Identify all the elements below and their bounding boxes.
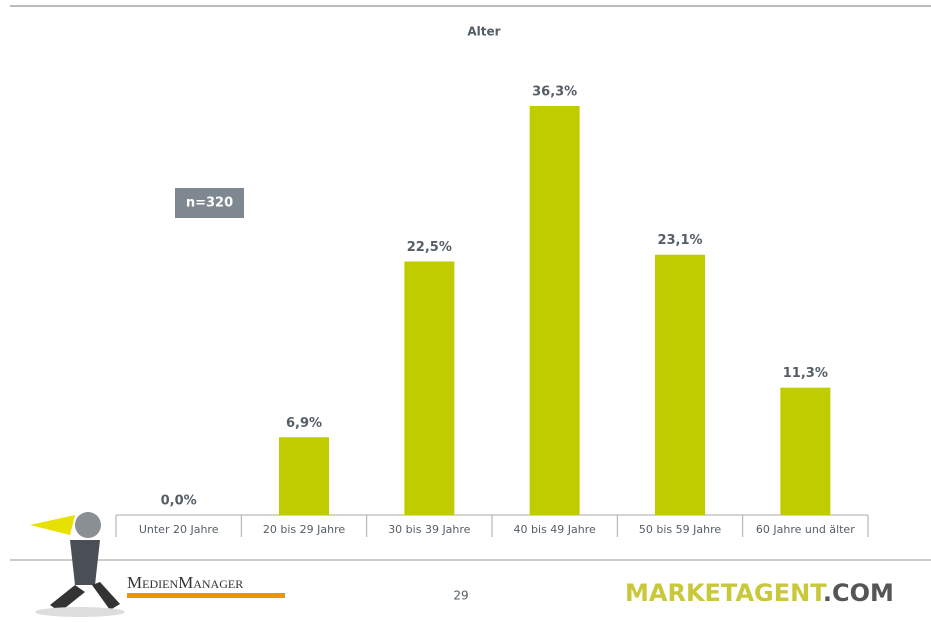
left-logo: MedienManager xyxy=(127,573,243,592)
annotation: n=320 xyxy=(186,196,233,211)
value-label: 0,0% xyxy=(161,494,197,509)
bar xyxy=(655,255,705,515)
right-logo-suffix: .COM xyxy=(823,579,894,607)
right-logo-name: MARKETAGENT xyxy=(625,579,827,607)
right-logo: MARKETAGENT.COM xyxy=(625,579,894,607)
bar xyxy=(530,106,580,515)
mascot xyxy=(30,512,125,617)
value-label: 23,1% xyxy=(657,233,702,248)
bar xyxy=(404,261,454,515)
bar xyxy=(279,437,329,515)
x-tick-label: 30 bis 39 Jahre xyxy=(388,523,470,536)
x-tick-label: 40 bis 49 Jahre xyxy=(514,523,596,536)
value-label: 22,5% xyxy=(407,240,452,255)
value-label: 6,9% xyxy=(286,416,322,431)
value-label: 11,3% xyxy=(783,366,828,381)
x-tick-label: 20 bis 29 Jahre xyxy=(263,523,345,536)
chart-title: Alter xyxy=(467,25,500,39)
page-number: 29 xyxy=(453,589,468,603)
page: Alter n=320 MedienManager 29 MARKETAGENT… xyxy=(0,0,931,622)
x-tick-label: 60 Jahre und älter xyxy=(756,523,855,536)
x-tick-label: 50 bis 59 Jahre xyxy=(639,523,721,536)
value-label: 36,3% xyxy=(532,85,577,100)
x-tick-label: Unter 20 Jahre xyxy=(139,523,219,536)
left-logo-bar xyxy=(127,593,285,598)
slide: Alter n=320 MedienManager 29 MARKETAGENT… xyxy=(0,0,931,622)
bar xyxy=(780,388,830,515)
